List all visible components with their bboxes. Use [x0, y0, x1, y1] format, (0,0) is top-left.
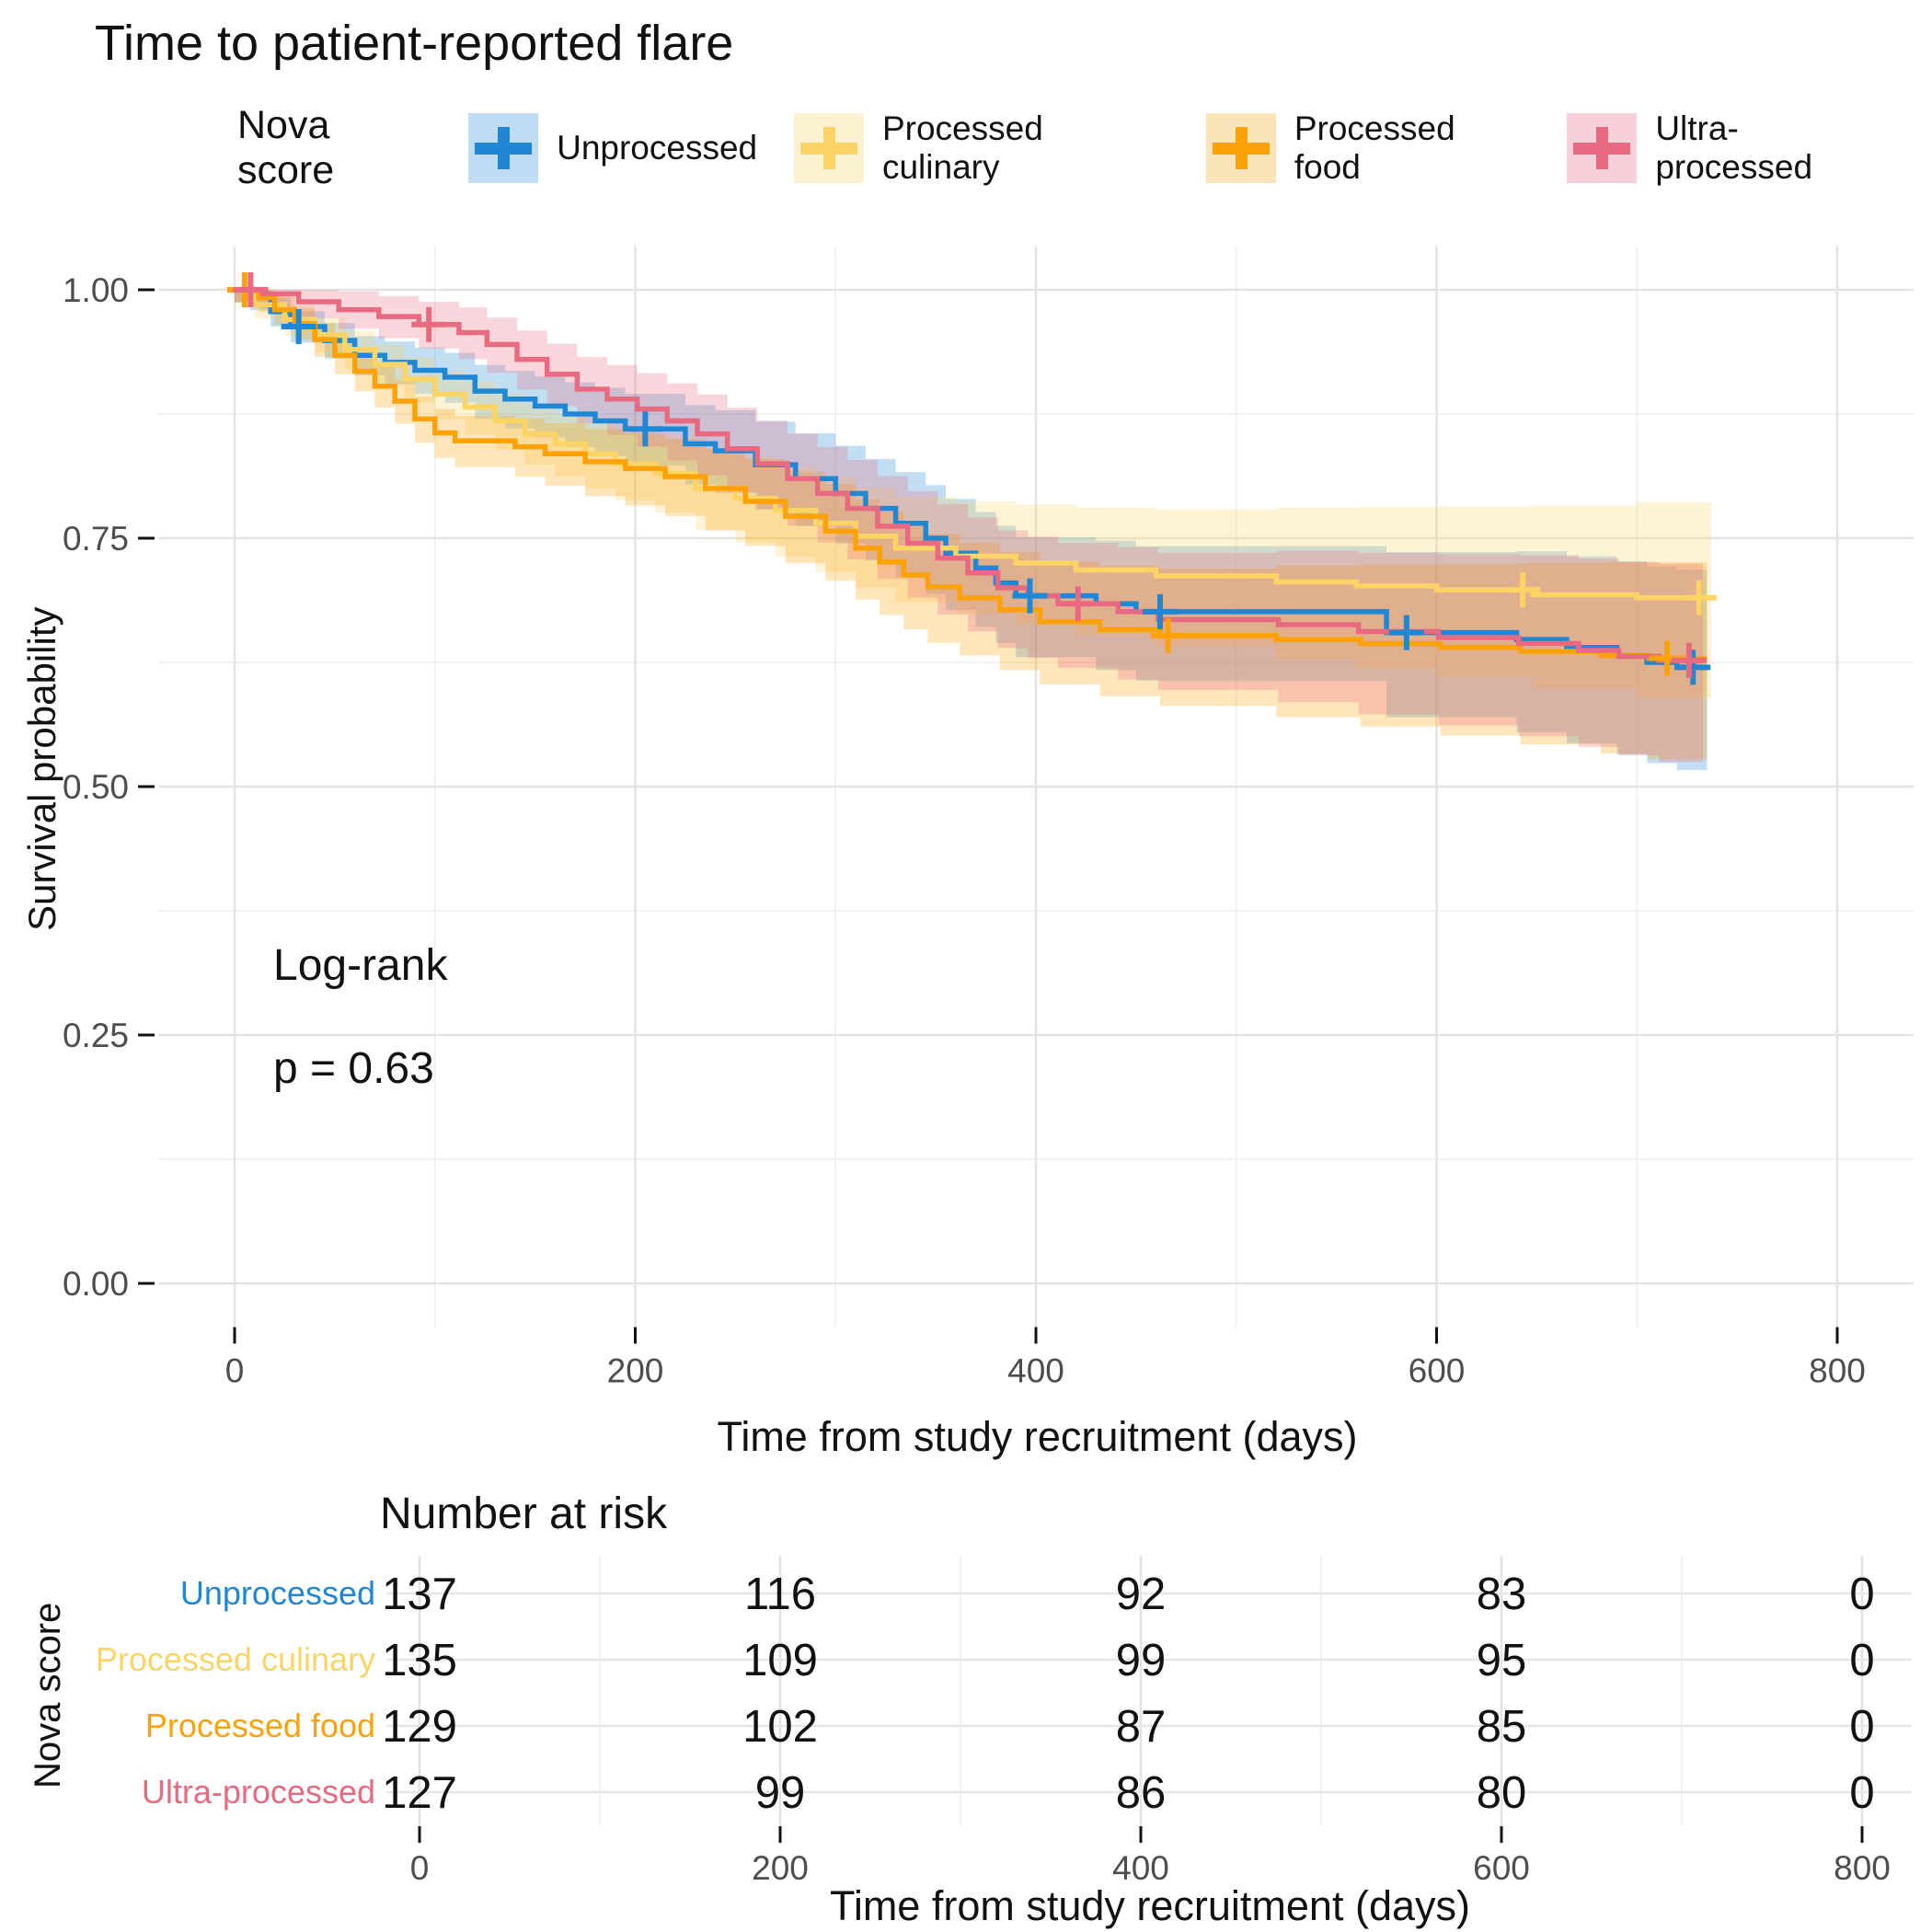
risk-tick-label: 600 — [1473, 1849, 1530, 1881]
risk-table-y-axis-title: Nova score — [28, 1602, 68, 1788]
risk-tick-label: 400 — [1112, 1849, 1169, 1881]
censor-plus-icon — [1143, 593, 1179, 629]
legend-item-processed-food: Processed food — [1205, 109, 1530, 187]
risk-count: 99 — [755, 1768, 806, 1818]
km-survival-plot: 1.00 0.75 0.50 0.25 0.00 0 200 400 600 800 — [63, 246, 1914, 1390]
risk-tick-label: 0 — [410, 1849, 430, 1881]
plus-icon — [1567, 113, 1638, 183]
plot-grid — [158, 246, 1914, 1328]
risk-count: 80 — [1477, 1768, 1527, 1818]
censor-plus-icon — [1150, 617, 1186, 653]
x-tick-label: 200 — [607, 1352, 664, 1390]
legend: Nova score Unprocessed Processed culinar… — [237, 103, 1932, 193]
risk-tick-label: 200 — [752, 1849, 809, 1881]
confidence-ribbon-ultra-processed — [235, 290, 1704, 765]
risk-count: 0 — [1849, 1636, 1874, 1685]
legend-item-processed-culinary: Processed culinary — [794, 109, 1169, 187]
censor-plus-icon — [233, 272, 269, 307]
x-axis-title: Time from study recruitment (days) — [717, 1413, 1358, 1460]
censor-plus-icon — [281, 308, 316, 344]
legend-label: Processed culinary — [881, 109, 1043, 186]
plus-icon — [1205, 113, 1276, 183]
risk-tick-label: 800 — [1834, 1849, 1891, 1881]
legend-label: Ultra-processed — [1655, 109, 1813, 186]
censor-plus-icon — [411, 306, 447, 342]
risk-count: 0 — [1849, 1702, 1874, 1752]
plus-icon — [794, 113, 864, 183]
censor-plus-icon — [1505, 572, 1541, 608]
risk-count: 137 — [382, 1570, 457, 1619]
survival-curve-processed-food — [235, 287, 1708, 661]
censor-plus-icon — [1681, 580, 1717, 615]
risk-row-label: Ultra-processed — [142, 1773, 375, 1811]
risk-count: 135 — [382, 1636, 457, 1685]
censor-plus-icon — [1012, 578, 1048, 614]
survival-curve-ultra-processed — [235, 287, 1704, 663]
risk-count: 109 — [742, 1636, 818, 1685]
risk-count: 83 — [1477, 1570, 1527, 1619]
risk-count: 99 — [1116, 1636, 1167, 1685]
number-at-risk-table: Unprocessed 137 116 92 83 0 Processed culinary… — [96, 1556, 1912, 1881]
risk-count: 116 — [744, 1570, 816, 1619]
risk-count: 86 — [1116, 1768, 1167, 1818]
risk-count: 102 — [742, 1702, 818, 1752]
censor-plus-icon — [627, 411, 663, 447]
risk-count: 85 — [1477, 1702, 1527, 1752]
logrank-annotation: Log-rank — [273, 941, 448, 990]
risk-count: 87 — [1116, 1702, 1167, 1752]
x-tick-label: 800 — [1809, 1352, 1866, 1390]
censor-plus-icon — [1671, 642, 1707, 678]
risk-count: 0 — [1849, 1768, 1874, 1818]
legend-title: Nova score — [237, 103, 335, 192]
risk-count: 95 — [1477, 1636, 1527, 1685]
censor-plus-icon — [1060, 586, 1096, 622]
risk-row-label: Unprocessed — [180, 1574, 375, 1612]
y-tick-label: 0.75 — [63, 520, 129, 558]
confidence-ribbon-processed-food — [235, 290, 1708, 764]
risk-row-label: Processed food — [145, 1707, 375, 1744]
legend-label: Processed food — [1294, 109, 1455, 186]
y-tick-label: 0.50 — [63, 768, 129, 806]
x-tick-label: 400 — [1007, 1352, 1064, 1390]
survival-curve-processed-culinary — [235, 287, 1711, 601]
x-tick-label: 0 — [225, 1352, 245, 1390]
y-tick-label: 0.25 — [63, 1017, 129, 1054]
plus-icon — [468, 113, 539, 183]
x-tick-label: 600 — [1409, 1352, 1466, 1390]
censor-plus-icon — [1675, 650, 1711, 685]
y-axis-title: Survival probability — [20, 606, 63, 932]
risk-table-x-axis-title: Time from study recruitment (days) — [830, 1882, 1470, 1929]
confidence-ribbon-processed-culinary — [235, 290, 1711, 703]
risk-count: 127 — [382, 1768, 457, 1818]
legend-item-unprocessed: Unprocessed — [468, 113, 757, 183]
confidence-ribbon-unprocessed — [235, 290, 1708, 773]
legend-item-ultra-processed: Ultra-processed — [1567, 109, 1895, 187]
risk-row-label: Processed culinary — [96, 1640, 375, 1678]
page-title: Time to patient-reported flare — [95, 16, 734, 71]
censor-plus-icon — [1388, 615, 1424, 650]
pvalue-annotation: p = 0.63 — [273, 1044, 434, 1093]
y-tick-label: 0.00 — [63, 1265, 129, 1303]
risk-table-title: Number at risk — [380, 1489, 668, 1538]
risk-count: 92 — [1116, 1570, 1167, 1619]
risk-count: 129 — [382, 1702, 457, 1752]
legend-label: Unprocessed — [557, 129, 758, 167]
y-tick-label: 1.00 — [63, 271, 129, 309]
risk-count: 0 — [1849, 1570, 1874, 1619]
